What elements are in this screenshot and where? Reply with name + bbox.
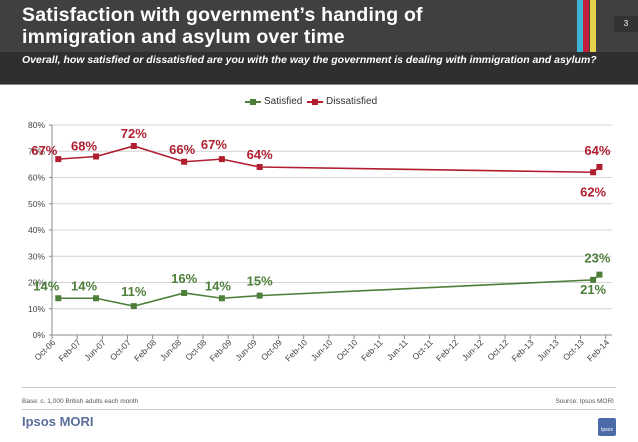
x-tick-label: Feb-11 — [359, 337, 385, 363]
x-tick-label: Feb-13 — [509, 337, 535, 363]
dissatisfied-data-label: 67% — [201, 137, 227, 152]
question-text: Overall, how satisfied or dissatisfied a… — [22, 54, 597, 66]
x-tick-label: Jun-11 — [385, 337, 410, 362]
x-tick-label: Feb-07 — [56, 337, 82, 363]
slide-header: Satisfaction with government’s handing o… — [0, 0, 638, 52]
x-tick-label: Oct-11 — [410, 337, 435, 362]
satisfied-data-label: 23% — [584, 251, 610, 266]
satisfied-line — [58, 274, 600, 307]
y-tick-label: 30% — [28, 251, 45, 261]
y-tick-label: 50% — [28, 199, 45, 209]
accent-bar-yellow — [590, 0, 596, 52]
dissatisfied-marker — [130, 143, 137, 149]
footer-divider-top — [22, 387, 616, 388]
satisfied-data-label: 14% — [33, 278, 59, 293]
base-note: Base: c. 1,000 British adults each month — [22, 398, 139, 405]
y-tick-label: 70% — [28, 146, 45, 156]
x-tick-label: Feb-10 — [283, 337, 309, 363]
satisfied-marker — [218, 295, 225, 302]
title-line-1: Satisfaction with government’s handing o… — [22, 4, 423, 26]
x-tick-label: Jun-12 — [460, 337, 486, 363]
satisfied-marker — [590, 276, 597, 283]
legend-label-satisfied: Satisfied — [264, 96, 303, 107]
satisfied-marker — [256, 292, 263, 299]
footer-divider-bottom — [22, 409, 616, 410]
series-layer — [55, 143, 603, 310]
satisfied-data-label: 11% — [121, 284, 147, 299]
brand-name: Ipsos MORI — [22, 414, 94, 429]
legend-swatch-satisfied — [245, 98, 261, 105]
dissatisfied-data-label: 68% — [71, 139, 97, 154]
x-axis: Oct-06 Feb-07 Jun-07 Oct-07 Feb-08 Jun-08 Oct-… — [32, 334, 612, 363]
x-tick-label: Oct-06 — [32, 337, 57, 362]
accent-bar-blue — [577, 0, 583, 52]
satisfied-marker — [55, 295, 62, 302]
y-tick-label: 10% — [28, 304, 45, 314]
dissatisfied-marker — [218, 156, 225, 163]
dissatisfied-marker — [596, 164, 603, 170]
dissatisfied-line — [58, 145, 600, 174]
page-number: 3 — [614, 16, 638, 32]
x-tick-label: Jun-10 — [309, 337, 335, 363]
gridlines — [52, 124, 612, 310]
x-tick-label: Oct-13 — [561, 337, 586, 362]
dissatisfied-data-label: 64% — [584, 143, 610, 158]
x-tick-label: Oct-09 — [259, 337, 284, 362]
x-tick-label: Jun-13 — [535, 337, 561, 363]
dissatisfied-data-label: 62% — [580, 184, 606, 199]
satisfied-data-label: 15% — [247, 274, 273, 289]
dissatisfied-marker — [181, 158, 188, 165]
dissatisfied-data-label: 67% — [31, 143, 57, 158]
data-labels-layer: 14% 14% 11% 16% 14% 15% 21% 23% 67% 68% 72% 66% 67% 6… — [31, 126, 611, 299]
legend-label-dissatisfied: Dissatisfied — [326, 96, 378, 107]
dissatisfied-marker — [93, 153, 100, 160]
x-tick-label: Jun-07 — [82, 337, 108, 363]
y-tick-label: 40% — [28, 225, 45, 235]
satisfied-data-label: 16% — [171, 271, 197, 286]
legend-swatch-dissatisfied — [307, 98, 323, 105]
satisfied-marker — [596, 271, 603, 278]
dissatisfied-marker — [256, 164, 263, 170]
y-tick-label: 60% — [28, 173, 45, 183]
accent-bar-red — [583, 0, 589, 52]
satisfied-marker — [181, 290, 188, 296]
ipsos-logo: Ipsos — [598, 418, 616, 436]
x-tick-label: Oct-07 — [108, 337, 133, 362]
dissatisfied-data-label: 66% — [169, 142, 195, 157]
x-tick-label: Oct-10 — [334, 337, 359, 362]
y-tick-label: 0% — [33, 330, 46, 340]
dissatisfied-data-label: 72% — [121, 126, 147, 141]
title-line-2: immigration and asylum over time — [22, 26, 345, 48]
x-tick-label: Feb-08 — [132, 337, 158, 363]
satisfied-data-label: 14% — [71, 278, 97, 293]
y-tick-label: 20% — [28, 278, 45, 288]
satisfied-marker — [130, 303, 137, 310]
x-tick-label: Oct-12 — [485, 337, 510, 362]
y-axis: 0% 10% 20% 30% 40% 50% 60% 70% 80% — [28, 120, 53, 340]
satisfied-data-label: 14% — [205, 278, 231, 293]
x-tick-label: Feb-14 — [585, 337, 611, 363]
satisfied-data-label: 21% — [580, 282, 606, 297]
x-tick-label: Feb-09 — [207, 337, 233, 363]
x-tick-label: Feb-12 — [434, 337, 460, 363]
slide-title: Satisfaction with government’s handing o… — [22, 4, 423, 48]
satisfied-marker — [93, 295, 100, 302]
y-tick-label: 80% — [28, 120, 45, 130]
dissatisfied-data-label: 64% — [247, 147, 273, 162]
x-tick-label: Oct-08 — [183, 337, 208, 362]
source-note: Source: Ipsos MORI — [555, 398, 614, 405]
dissatisfied-marker — [590, 169, 597, 176]
legend-item-satisfied: Satisfied — [245, 96, 302, 107]
question-banner: Overall, how satisfied or dissatisfied a… — [0, 52, 638, 85]
x-tick-label: Jun-08 — [158, 337, 184, 363]
x-tick-label: Jun-09 — [233, 337, 259, 363]
dissatisfied-marker — [55, 156, 62, 163]
legend-item-dissatisfied: Dissatisfied — [307, 96, 377, 107]
